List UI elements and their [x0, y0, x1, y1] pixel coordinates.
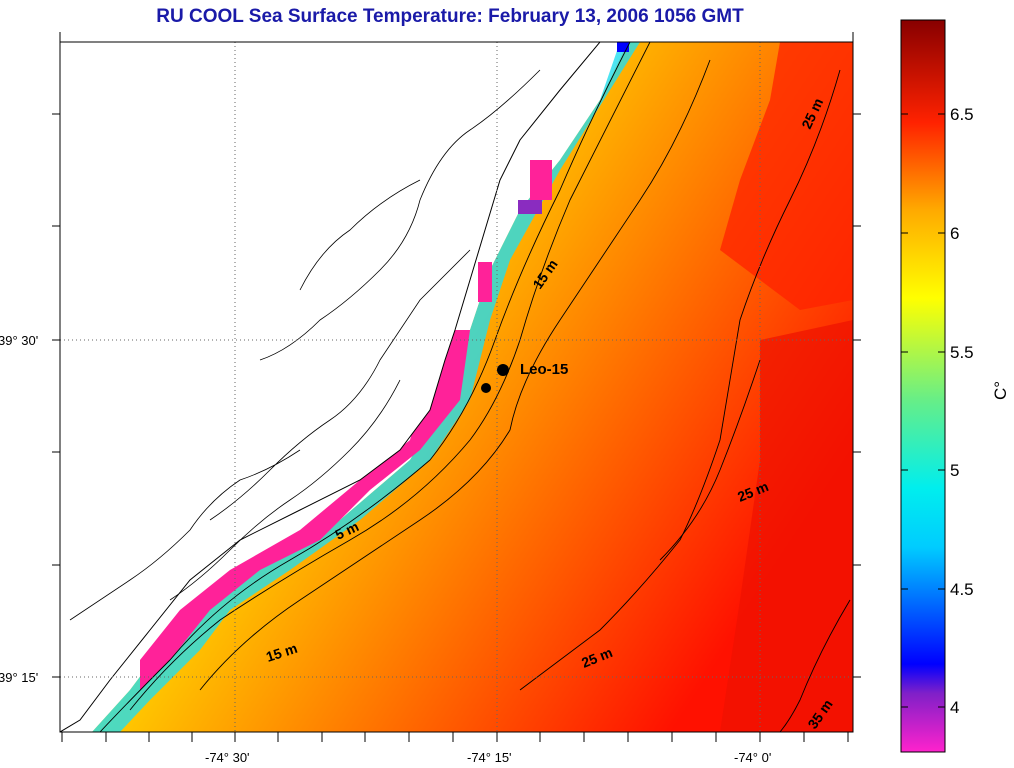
graticule: [60, 42, 853, 732]
colorbar-tick-label: 6.5: [950, 105, 974, 124]
coastal-cold-pixels-mid: [478, 262, 492, 302]
y-tick-label: 39° 30': [0, 333, 38, 348]
x-tick-label: -74° 0': [734, 750, 771, 765]
colorbar-unit: C°: [991, 381, 1010, 400]
colorbar-tick-label: 6: [950, 224, 959, 243]
colorbar-tick-label: 4: [950, 698, 959, 717]
y-tick-label: 39° 15': [0, 670, 38, 685]
warm-patch-south: [720, 320, 853, 732]
station-label: Leo-15: [520, 361, 569, 378]
coastal-cold-pixels-purple: [518, 200, 542, 214]
x-tick-label: -74° 15': [467, 750, 512, 765]
colorbar-ticks: [901, 113, 945, 708]
station-marker-secondary: [481, 383, 491, 393]
colorbar: [900, 19, 946, 753]
warm-patch-north: [720, 42, 853, 310]
plot-frame: [59, 41, 854, 733]
colorbar-tick-label: 5: [950, 461, 959, 480]
bathymetry-contours: [99, 42, 851, 732]
coastline: [60, 42, 601, 732]
station-marker: [497, 364, 509, 376]
coastal-cold-pixels: [140, 330, 470, 690]
marsh-outlines: [69, 69, 541, 621]
colorbar-tick-label: 4.5: [950, 580, 974, 599]
axis-ticks: [52, 32, 861, 742]
colorbar-tick-label: 5.5: [950, 343, 974, 362]
x-tick-label: -74° 30': [205, 750, 250, 765]
map-title: RU COOL Sea Surface Temperature: Februar…: [156, 6, 744, 27]
coastal-cold-pixels-north: [530, 160, 552, 200]
coastal-blue-pixel: [617, 42, 629, 52]
